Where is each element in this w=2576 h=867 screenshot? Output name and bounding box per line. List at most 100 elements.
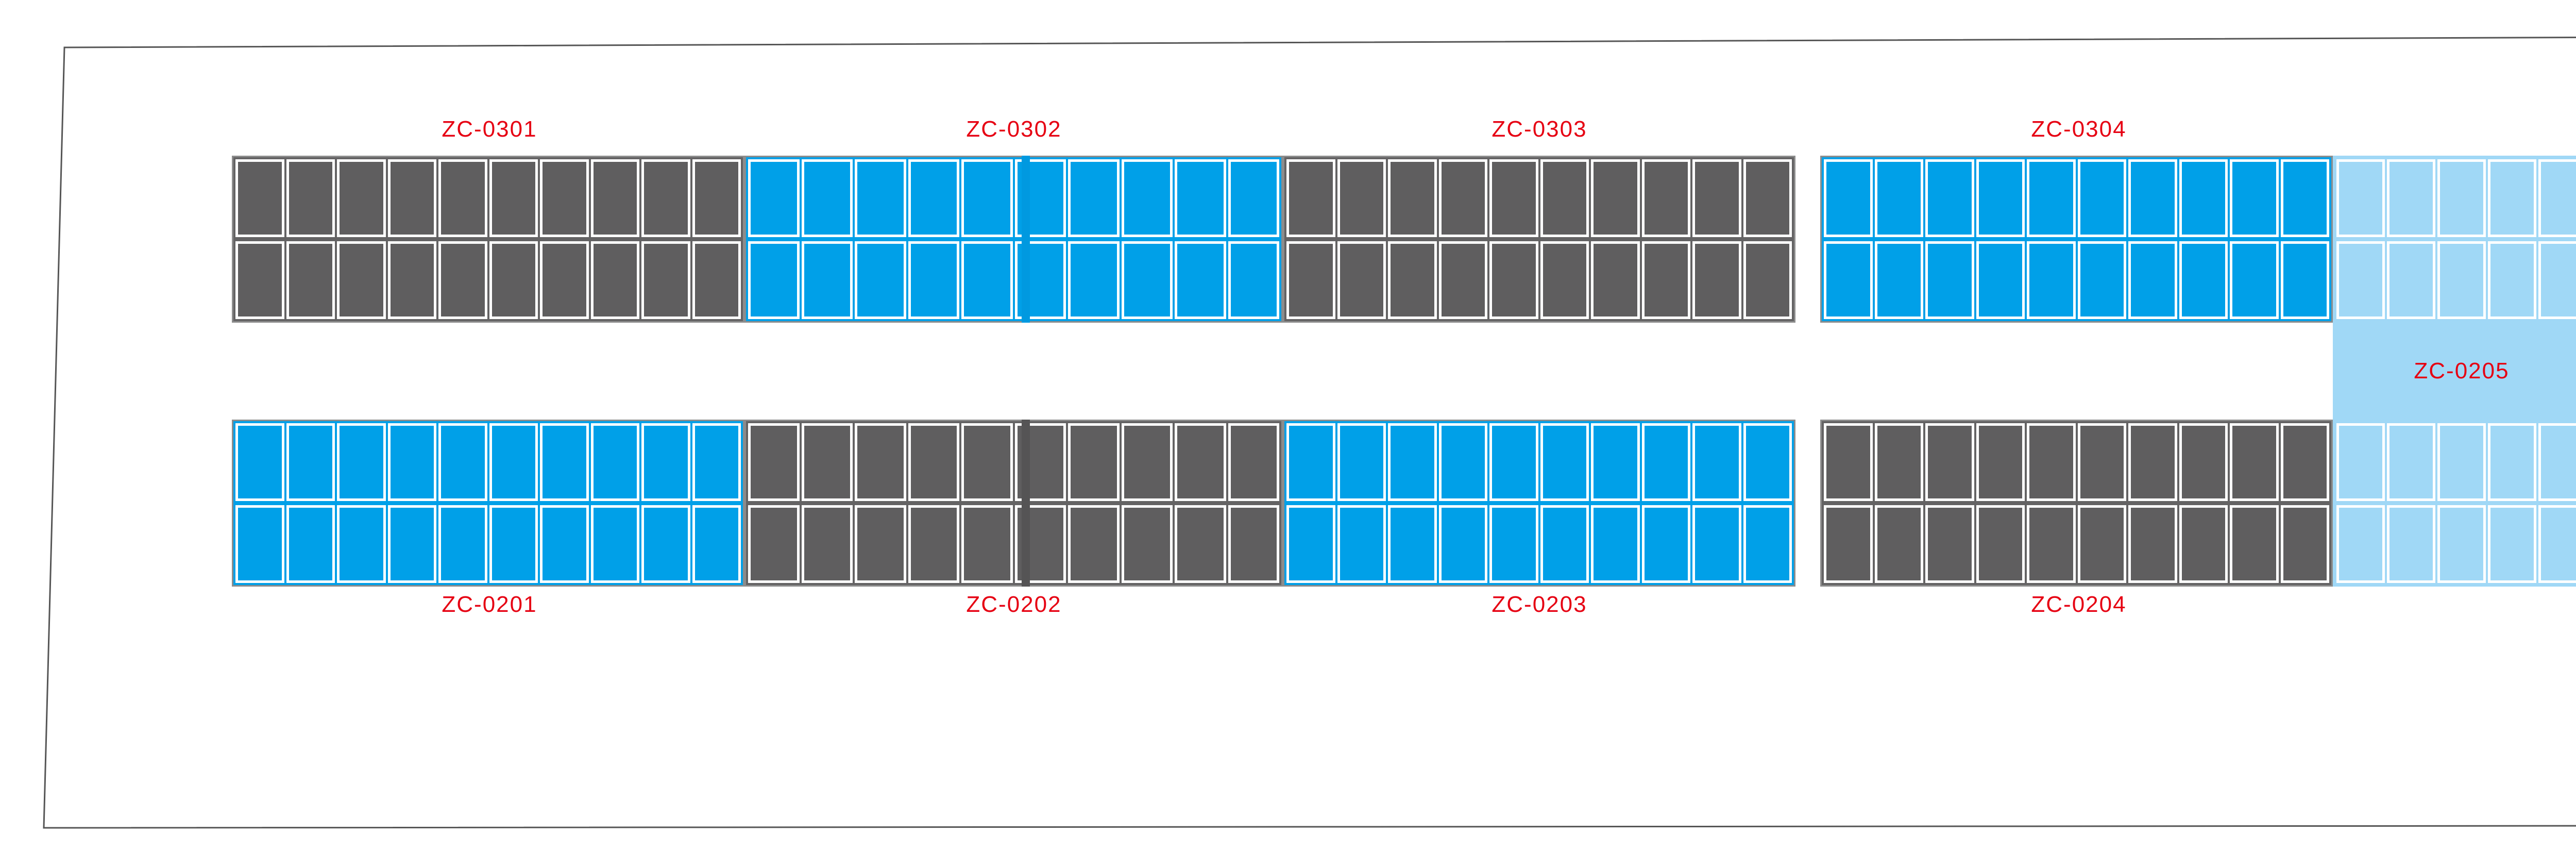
parking-bay[interactable]	[489, 241, 538, 319]
parking-bay[interactable]	[748, 423, 800, 501]
parking-bay[interactable]	[801, 241, 853, 319]
zone-zc0303[interactable]	[1283, 156, 1795, 323]
parking-bay[interactable]	[1743, 423, 1792, 501]
parking-bay[interactable]	[692, 159, 741, 237]
parking-bay[interactable]	[1641, 505, 1690, 583]
parking-bay[interactable]	[908, 423, 959, 501]
parking-bay[interactable]	[692, 423, 741, 501]
parking-bay[interactable]	[641, 505, 690, 583]
parking-bay[interactable]	[2179, 423, 2228, 501]
parking-bay[interactable]	[2488, 241, 2536, 319]
parking-bay[interactable]	[540, 505, 589, 583]
parking-bay[interactable]	[2488, 423, 2536, 501]
parking-bay[interactable]	[2027, 159, 2076, 237]
parking-bay[interactable]	[1489, 241, 1538, 319]
parking-bay[interactable]	[961, 241, 1013, 319]
parking-bay[interactable]	[337, 159, 386, 237]
zone-zc0304[interactable]	[1820, 156, 2333, 323]
parking-bay[interactable]	[1692, 159, 1741, 237]
parking-bay[interactable]	[1388, 423, 1437, 501]
zone-zc0202[interactable]	[744, 420, 1283, 587]
parking-bay[interactable]	[1925, 505, 1974, 583]
parking-bay[interactable]	[801, 423, 853, 501]
parking-bay[interactable]	[2077, 423, 2126, 501]
parking-bay[interactable]	[235, 159, 284, 237]
parking-bay[interactable]	[1976, 423, 2025, 501]
parking-bay[interactable]	[1692, 505, 1741, 583]
parking-bay[interactable]	[1540, 241, 1589, 319]
parking-bay[interactable]	[387, 241, 436, 319]
parking-bay[interactable]	[855, 423, 906, 501]
parking-bay[interactable]	[1175, 505, 1226, 583]
parking-bay[interactable]	[908, 241, 959, 319]
parking-bay[interactable]	[1388, 505, 1437, 583]
parking-bay[interactable]	[1591, 505, 1640, 583]
parking-bay[interactable]	[2077, 241, 2126, 319]
parking-bay[interactable]	[748, 159, 800, 237]
parking-bay[interactable]	[2280, 423, 2329, 501]
parking-bay[interactable]	[540, 241, 589, 319]
parking-bay[interactable]	[2230, 505, 2279, 583]
parking-bay[interactable]	[2387, 423, 2435, 501]
parking-bay[interactable]	[540, 159, 589, 237]
parking-bay[interactable]	[2128, 423, 2177, 501]
parking-bay[interactable]	[337, 241, 386, 319]
parking-bay[interactable]	[235, 241, 284, 319]
zone-zc0204[interactable]	[1820, 420, 2333, 587]
parking-bay[interactable]	[1068, 423, 1120, 501]
parking-bay[interactable]	[1228, 505, 1279, 583]
parking-bay[interactable]	[337, 423, 386, 501]
parking-bay[interactable]	[286, 159, 335, 237]
parking-bay[interactable]	[1337, 423, 1386, 501]
parking-bay[interactable]	[1540, 423, 1589, 501]
parking-bay[interactable]	[2437, 505, 2486, 583]
zone-zc0203[interactable]	[1283, 420, 1795, 587]
parking-bay[interactable]	[1121, 423, 1173, 501]
parking-bay[interactable]	[2437, 423, 2486, 501]
parking-bay[interactable]	[1925, 241, 1974, 319]
parking-bay[interactable]	[2488, 505, 2536, 583]
parking-bay[interactable]	[2230, 241, 2279, 319]
parking-bay[interactable]	[1824, 423, 1873, 501]
parking-bay[interactable]	[489, 505, 538, 583]
parking-bay[interactable]	[1175, 423, 1226, 501]
parking-bay[interactable]	[1874, 423, 1923, 501]
parking-bay[interactable]	[235, 505, 284, 583]
parking-bay[interactable]	[801, 159, 853, 237]
parking-bay[interactable]	[2280, 505, 2329, 583]
parking-bay[interactable]	[2488, 159, 2536, 237]
parking-bay[interactable]	[1743, 241, 1792, 319]
parking-bay[interactable]	[438, 423, 487, 501]
parking-bay[interactable]	[748, 241, 800, 319]
parking-bay[interactable]	[1228, 241, 1279, 319]
parking-bay[interactable]	[2027, 423, 2076, 501]
parking-bay[interactable]	[438, 159, 487, 237]
parking-bay[interactable]	[1976, 505, 2025, 583]
parking-bay[interactable]	[748, 505, 800, 583]
parking-bay[interactable]	[489, 159, 538, 237]
parking-bay[interactable]	[1641, 159, 1690, 237]
parking-bay[interactable]	[2538, 159, 2576, 237]
parking-bay[interactable]	[1388, 241, 1437, 319]
parking-bay[interactable]	[2387, 241, 2435, 319]
parking-bay[interactable]	[1286, 423, 1335, 501]
parking-bay[interactable]	[1286, 505, 1335, 583]
parking-bay[interactable]	[1286, 159, 1335, 237]
parking-bay[interactable]	[855, 241, 906, 319]
parking-bay[interactable]	[2538, 241, 2576, 319]
parking-bay[interactable]	[590, 159, 639, 237]
parking-bay[interactable]	[1692, 423, 1741, 501]
parking-bay[interactable]	[286, 423, 335, 501]
parking-bay[interactable]	[1068, 505, 1120, 583]
parking-bay[interactable]	[2437, 159, 2486, 237]
parking-bay[interactable]	[2538, 505, 2576, 583]
parking-bay[interactable]	[1591, 159, 1640, 237]
parking-bay[interactable]	[1743, 505, 1792, 583]
parking-bay[interactable]	[1068, 159, 1120, 237]
zone-zc0302[interactable]	[744, 156, 1283, 323]
parking-bay[interactable]	[801, 505, 853, 583]
parking-bay[interactable]	[2336, 159, 2385, 237]
parking-bay[interactable]	[2280, 159, 2329, 237]
parking-bay[interactable]	[1641, 241, 1690, 319]
parking-bay[interactable]	[2077, 159, 2126, 237]
